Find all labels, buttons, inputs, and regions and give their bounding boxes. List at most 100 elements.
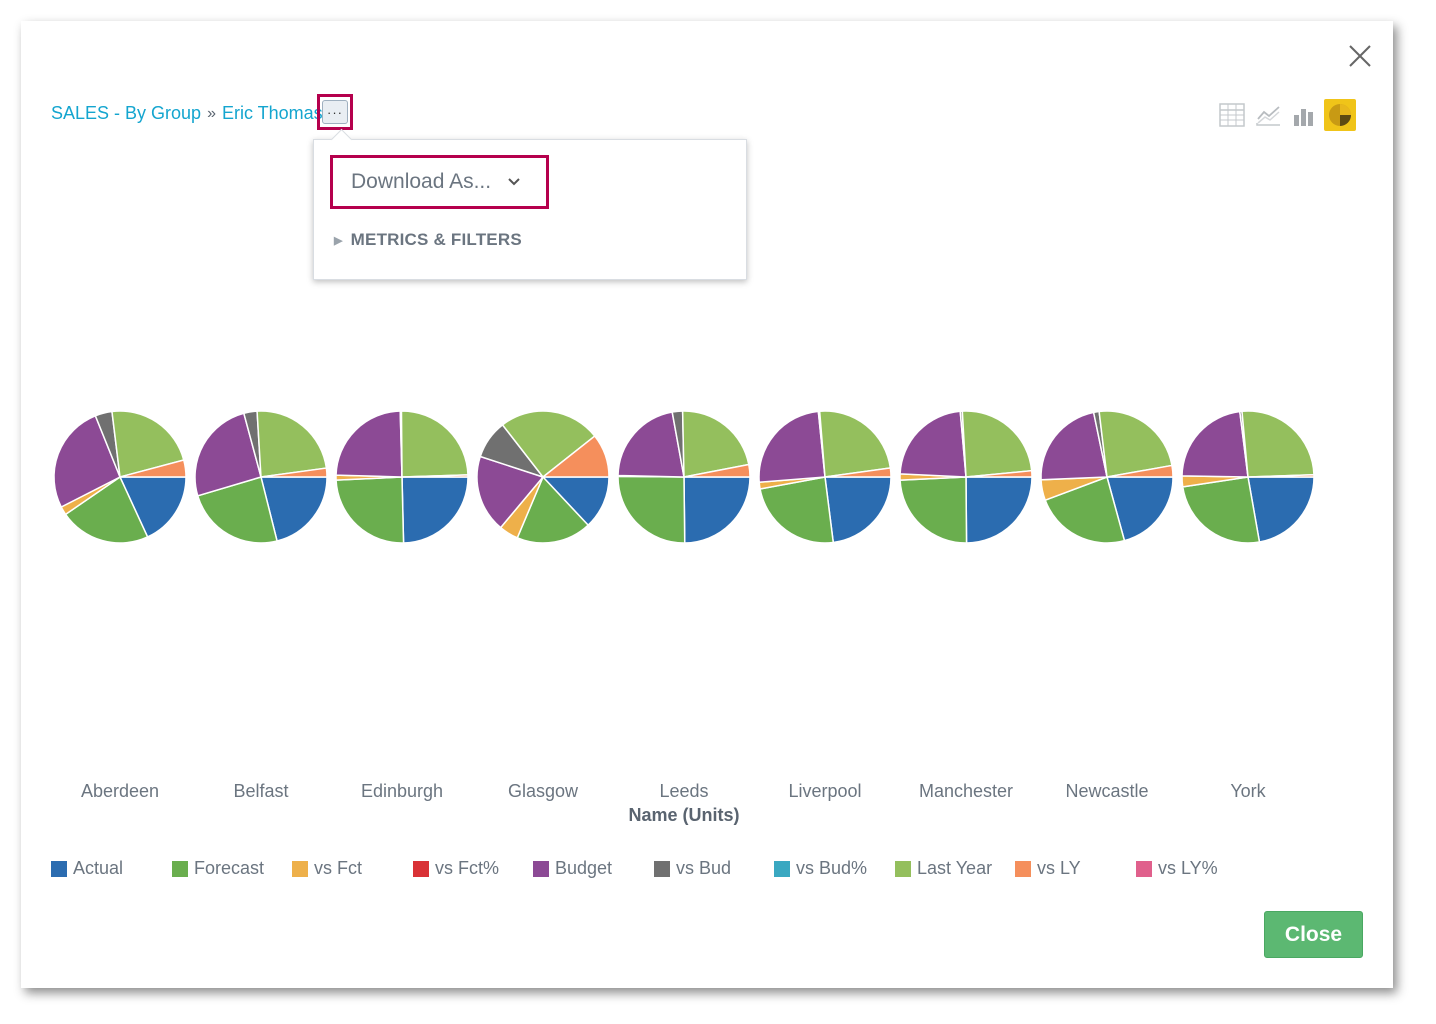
pie-slice-liverpool-vs-ly[interactable]	[824, 467, 892, 478]
pie-slice-leeds-forecast[interactable]	[617, 475, 686, 544]
pie-slice-manchester-vs-ly[interactable]	[965, 469, 1033, 478]
pie-slice-aberdeen-last-year[interactable]	[111, 410, 185, 478]
pie-slice-aberdeen-forecast[interactable]	[64, 475, 149, 544]
pie-slice-aberdeen-budget[interactable]	[53, 414, 121, 509]
pie-slice-liverpool-last-year[interactable]	[818, 410, 892, 478]
pie-slice-belfast-forecast[interactable]	[196, 476, 279, 544]
pie-manchester[interactable]	[899, 410, 1033, 544]
pie-glasgow[interactable]	[476, 410, 610, 544]
pie-slice-manchester-last-year[interactable]	[961, 410, 1033, 478]
pie-chart-area: Aberdeen Belfast Edinburgh Glasgow Leeds Live…	[53, 410, 1315, 825]
category-label: Belfast	[233, 781, 288, 801]
pie-slice-leeds-vs-ly[interactable]	[683, 463, 751, 478]
metrics-filters-toggle[interactable]: ▶ METRICS & FILTERS	[334, 230, 522, 250]
legend-swatch	[774, 860, 790, 877]
legend-item-vs-fct[interactable]: vs Fct	[292, 858, 362, 879]
legend-item-vs-bud[interactable]: vs Bud	[654, 858, 731, 879]
breadcrumb-separator: »	[207, 104, 216, 122]
pie-leeds[interactable]	[617, 410, 751, 544]
pie-slice-edinburgh-vs-ly[interactable]	[401, 474, 469, 478]
legend-swatch	[654, 860, 670, 877]
pie-slice-leeds-actual[interactable]	[683, 476, 751, 544]
legend-swatch	[51, 860, 67, 877]
pie-slice-newcastle-actual[interactable]	[1106, 476, 1174, 542]
legend-swatch	[1136, 860, 1152, 877]
pie-slice-edinburgh-last-year[interactable]	[400, 410, 469, 478]
legend-item-vs-ly[interactable]: vs LY%	[1136, 858, 1218, 879]
caret-right-icon: ▶	[334, 234, 343, 247]
pie-slice-belfast-vs-ly[interactable]	[260, 467, 328, 478]
pie-belfast[interactable]	[194, 410, 328, 544]
pie-slice-liverpool-actual[interactable]	[824, 476, 892, 544]
pie-edinburgh[interactable]	[335, 410, 469, 544]
legend-item-forecast[interactable]: Forecast	[172, 858, 264, 879]
legend-label: vs LY%	[1158, 858, 1218, 878]
table-view-button[interactable]	[1216, 99, 1248, 131]
more-options-button[interactable]: ···	[317, 94, 353, 130]
category-label: Liverpool	[788, 781, 861, 801]
breadcrumb: SALES - By Group » Eric Thomas	[51, 103, 323, 124]
legend-item-vs-ly[interactable]: vs LY	[1015, 858, 1081, 879]
view-toggle-group	[1216, 99, 1356, 131]
legend-swatch	[413, 860, 429, 877]
legend-item-vs-fct[interactable]: vs Fct%	[413, 858, 499, 879]
category-label: Glasgow	[508, 781, 579, 801]
pie-aberdeen[interactable]	[53, 410, 187, 544]
download-as-button[interactable]: Download As...	[330, 155, 549, 209]
pie-slice-manchester-budget[interactable]	[899, 410, 967, 478]
pie-slice-glasgow-last-year[interactable]	[501, 410, 596, 479]
legend-label: Last Year	[917, 858, 993, 878]
legend-swatch	[895, 860, 911, 877]
legend-item-vs-bud[interactable]: vs Bud%	[774, 858, 867, 879]
legend-item-actual[interactable]: Actual	[51, 858, 123, 879]
pie-slice-belfast-actual[interactable]	[260, 476, 328, 542]
more-icon: ···	[322, 100, 348, 124]
pie-slice-glasgow-vs-ly[interactable]	[540, 435, 610, 478]
category-label: Newcastle	[1065, 781, 1148, 801]
category-label: Aberdeen	[81, 781, 159, 801]
pie-slice-leeds-budget[interactable]	[617, 411, 685, 478]
chevron-down-icon	[507, 174, 521, 190]
pie-slice-york-forecast[interactable]	[1181, 476, 1261, 544]
pie-slice-newcastle-budget[interactable]	[1040, 411, 1108, 481]
pie-slice-aberdeen-actual[interactable]	[118, 476, 187, 538]
pie-slice-newcastle-vs-ly[interactable]	[1106, 464, 1174, 478]
pie-slice-belfast-budget[interactable]	[194, 412, 262, 497]
dialog: SALES - By Group » Eric Thomas ···	[21, 21, 1393, 988]
category-label: York	[1230, 781, 1266, 801]
pie-slice-edinburgh-forecast[interactable]	[335, 476, 405, 544]
pie-liverpool[interactable]	[758, 410, 892, 544]
pie-slice-liverpool-budget[interactable]	[758, 410, 826, 484]
pie-slice-manchester-actual[interactable]	[965, 476, 1033, 544]
pie-view-button[interactable]	[1324, 99, 1356, 131]
breadcrumb-current-link[interactable]: Eric Thomas	[221, 103, 323, 123]
pie-york[interactable]	[1181, 410, 1315, 544]
pie-slice-glasgow-budget[interactable]	[476, 455, 545, 529]
pie-slice-aberdeen-vs-ly[interactable]	[119, 459, 187, 478]
pie-newcastle[interactable]	[1040, 410, 1174, 544]
close-icon[interactable]	[1347, 43, 1373, 69]
pie-slice-manchester-forecast[interactable]	[899, 476, 968, 544]
pie-slice-edinburgh-actual[interactable]	[401, 476, 469, 544]
legend-item-last-year[interactable]: Last Year	[895, 858, 992, 879]
breadcrumb-root-link[interactable]: SALES - By Group	[51, 103, 202, 123]
pie-slice-york-last-year[interactable]	[1241, 410, 1315, 478]
pie-slice-edinburgh-budget[interactable]	[335, 410, 403, 478]
line-view-button[interactable]	[1252, 99, 1284, 131]
pie-slice-york-budget[interactable]	[1181, 410, 1249, 478]
pie-slice-belfast-last-year[interactable]	[256, 410, 328, 478]
pie-slice-york-vs-ly[interactable]	[1247, 474, 1315, 478]
pie-slice-glasgow-forecast[interactable]	[516, 475, 590, 544]
close-button[interactable]: Close	[1264, 911, 1363, 958]
legend-label: Budget	[555, 858, 613, 878]
legend-item-budget[interactable]: Budget	[533, 858, 612, 879]
pie-slice-york-actual[interactable]	[1247, 476, 1315, 543]
pie-slice-liverpool-forecast[interactable]	[759, 476, 835, 544]
pie-slice-newcastle-last-year[interactable]	[1098, 410, 1173, 478]
pie-slice-leeds-last-year[interactable]	[681, 410, 750, 478]
options-dropdown-menu: Download As... ▶ METRICS & FILTERS	[313, 128, 747, 280]
category-label: Edinburgh	[361, 781, 443, 801]
x-axis-title: Name (Units)	[628, 805, 739, 825]
bar-view-button[interactable]	[1288, 99, 1320, 131]
legend-label: Forecast	[194, 858, 265, 878]
